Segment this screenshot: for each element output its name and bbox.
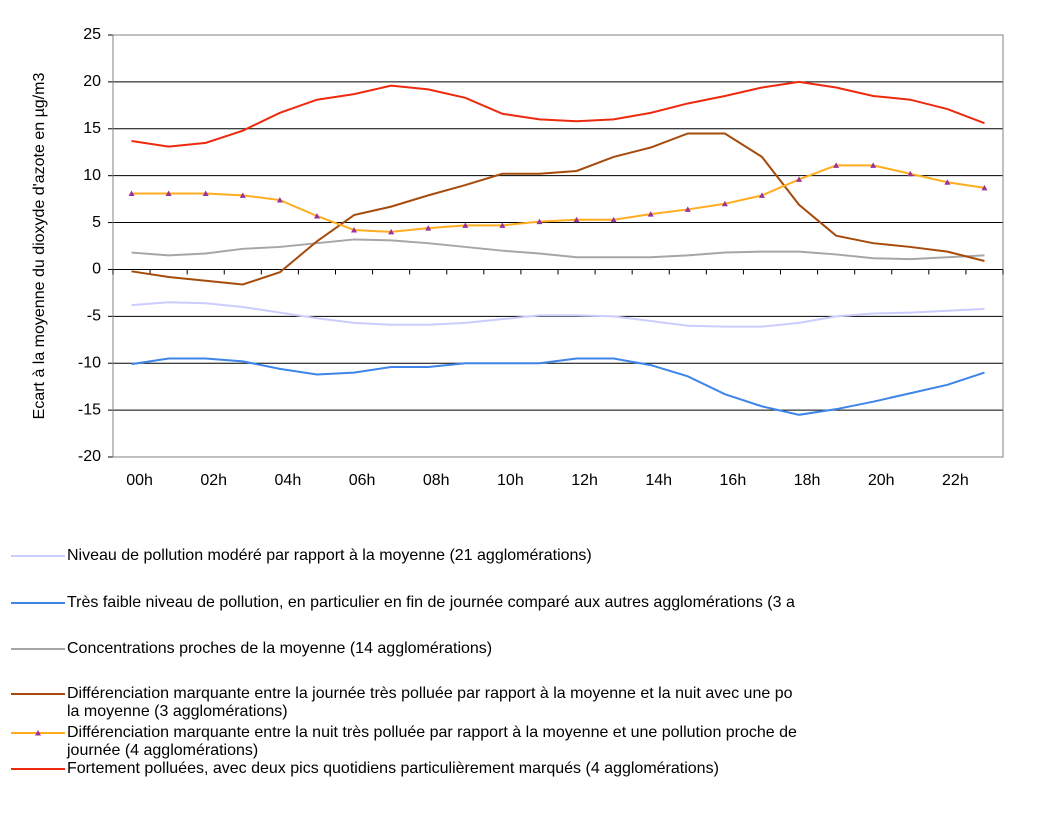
point-marker (351, 227, 358, 233)
point-marker (499, 222, 506, 228)
point-marker (981, 184, 988, 191)
point-marker (202, 190, 209, 196)
legend-label: Niveau de pollution modéré par rapport à… (67, 547, 592, 564)
x-tick-label: 02h (200, 472, 227, 489)
point-marker (647, 211, 654, 217)
legend-swatch (11, 693, 65, 695)
point-marker (128, 190, 135, 196)
point-marker (313, 212, 320, 219)
x-tick-label: 00h (126, 472, 153, 489)
x-tick-label: 22h (942, 472, 969, 489)
x-tick-label: 04h (275, 472, 302, 489)
point-marker (870, 162, 877, 168)
legend-label: Différenciation marquante entre la journ… (67, 685, 793, 720)
y-tick-label: 0 (92, 261, 101, 278)
point-marker (684, 206, 691, 212)
legend-swatch (11, 555, 65, 557)
legend-swatch (11, 648, 65, 650)
series-line (131, 164, 985, 233)
point-marker (536, 218, 543, 225)
point-marker (833, 162, 840, 168)
x-tick-label: 10h (497, 472, 524, 489)
point-marker (462, 222, 469, 228)
point-marker (610, 216, 617, 223)
legend-swatch (11, 768, 65, 770)
point-marker (796, 176, 803, 182)
point-marker (907, 170, 914, 177)
x-tick-label: 08h (423, 472, 450, 489)
point-marker (944, 179, 951, 185)
x-tick-label: 12h (571, 472, 598, 489)
y-axis-title: Ecart à la moyenne du dioxyde d'azote en… (31, 73, 48, 420)
y-tick-label: 20 (83, 73, 101, 90)
point-marker (425, 225, 432, 231)
series-line (131, 301, 985, 328)
point-marker (721, 200, 728, 207)
y-tick-label: -15 (78, 401, 101, 418)
legend-label: Différenciation marquante entre la nuit … (67, 724, 797, 759)
x-tick-label: 14h (645, 472, 672, 489)
legend-label: Concentrations proches de la moyenne (14… (67, 640, 493, 657)
y-tick-label: 15 (83, 120, 101, 137)
legend-label: Fortement polluées, avec deux pics quoti… (67, 760, 719, 777)
plot-border (112, 34, 1004, 458)
series-line (131, 80, 985, 148)
y-tick-label: -5 (87, 308, 101, 325)
legend-label: Très faible niveau de pollution, en part… (67, 594, 795, 611)
y-tick-label: -20 (78, 448, 101, 465)
point-marker (573, 216, 580, 223)
point-marker (758, 192, 765, 198)
point-marker (276, 197, 283, 203)
x-tick-label: 20h (868, 472, 895, 489)
series-line (131, 238, 985, 261)
legend-swatch (11, 602, 65, 604)
series-line (131, 132, 985, 286)
x-tick-label: 06h (349, 472, 376, 489)
y-tick-label: 25 (83, 26, 101, 43)
chart: Ecart à la moyenne du dioxyde d'azote en… (31, 26, 1004, 489)
y-tick-label: 5 (92, 214, 101, 231)
point-marker (388, 228, 395, 235)
series-line (131, 357, 985, 416)
point-marker (165, 190, 172, 196)
legend-marker (35, 730, 41, 736)
y-tick-label: 10 (83, 167, 101, 184)
x-tick-label: 16h (720, 472, 747, 489)
point-marker (239, 192, 246, 198)
legend-swatch (11, 730, 65, 736)
x-tick-label: 18h (794, 472, 821, 489)
y-tick-label: -10 (78, 354, 101, 371)
